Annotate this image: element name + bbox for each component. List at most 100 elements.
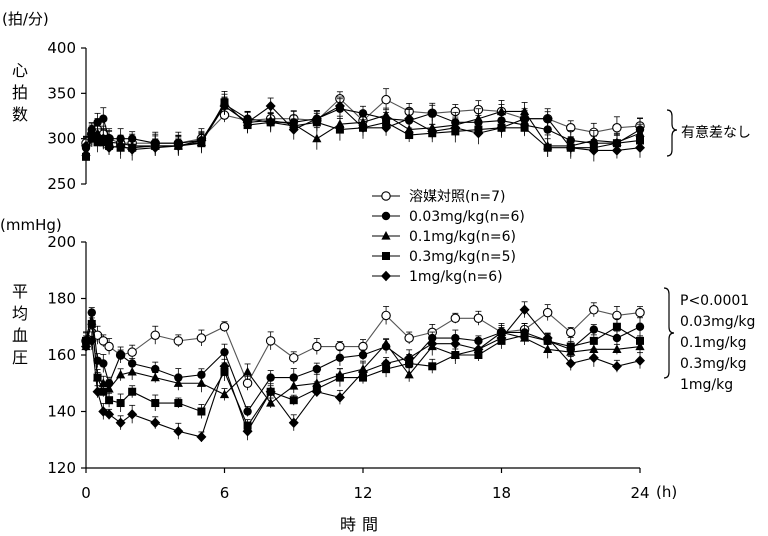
x-axis-unit: (h): [656, 483, 677, 501]
data-point: [473, 128, 484, 139]
data-point: [334, 100, 345, 112]
legend-label: 溶媒対照(n=7): [409, 189, 505, 205]
data-point: [288, 417, 299, 428]
data-point: [81, 341, 91, 352]
data-point: [334, 392, 345, 403]
data-point: [93, 373, 102, 382]
data-point: [428, 109, 437, 118]
y-tick-label: 400: [47, 39, 76, 57]
data-point: [98, 336, 109, 346]
legend-item: 1mg/kg(n=6): [372, 269, 503, 285]
data-point: [612, 333, 622, 343]
x-tick-label: 6: [220, 484, 230, 502]
data-point: [87, 308, 96, 317]
data-point: [219, 389, 230, 399]
heart-rate-panel: 250 300 350 400: [47, 39, 645, 193]
bp-unit-label: (mmHg): [0, 216, 62, 234]
data-point: [358, 122, 368, 133]
x-tick-label: 0: [81, 484, 91, 502]
data-point: [196, 378, 207, 387]
x-tick-label: 24: [630, 484, 649, 502]
legend-marker: [381, 231, 391, 240]
y-tick-label: 120: [47, 459, 76, 477]
y-tick-label: 300: [47, 130, 76, 148]
data-point: [99, 359, 108, 368]
data-point: [381, 94, 391, 105]
data-point: [543, 344, 553, 353]
data-point: [404, 113, 415, 124]
data-point: [635, 128, 645, 137]
legend-marker: [381, 270, 391, 282]
data-point: [566, 342, 575, 351]
data-point: [174, 399, 183, 408]
data-point: [635, 142, 645, 153]
y-tick-label: 350: [47, 84, 76, 102]
x-tick-label: 18: [492, 484, 511, 502]
data-point: [428, 362, 437, 371]
legend-label: 1mg/kg(n=6): [409, 269, 503, 285]
data-point: [220, 347, 229, 357]
hr-axis-title: 心拍数: [12, 61, 28, 124]
data-point: [242, 426, 253, 437]
data-point: [150, 417, 161, 428]
data-point: [266, 118, 275, 127]
data-point: [289, 373, 298, 382]
data-point: [173, 378, 183, 387]
data-point: [116, 350, 125, 360]
y-tick-label: 250: [47, 175, 76, 193]
data-point: [127, 366, 137, 376]
bp-annotation-line: 0.03mg/kg: [680, 314, 755, 330]
data-point: [450, 122, 461, 133]
data-point: [335, 353, 345, 363]
data-point: [635, 355, 645, 366]
data-point: [127, 347, 137, 357]
data-point: [542, 332, 553, 344]
legend-label: 0.3mg/kg(n=5): [409, 249, 516, 265]
data-point: [612, 322, 621, 331]
legend: 溶媒対照(n=7) 0.03mg/kg(n=6) 0.1mg/kg(n=6) 0.3m…: [372, 189, 525, 285]
data-point: [151, 364, 160, 374]
data-point: [496, 106, 507, 116]
legend-item: 0.3mg/kg(n=5): [372, 249, 516, 265]
data-point: [542, 307, 553, 318]
data-point: [82, 152, 90, 161]
legend-item: 0.03mg/kg(n=6): [372, 209, 525, 225]
data-point: [565, 327, 576, 338]
hr-significance-text: 有意差なし: [681, 124, 751, 141]
data-point: [116, 399, 125, 408]
data-point: [427, 126, 438, 137]
data-point: [219, 361, 230, 372]
data-point: [196, 431, 207, 443]
data-point: [565, 358, 576, 369]
data-point: [450, 338, 461, 349]
data-point: [381, 358, 392, 369]
data-point: [381, 338, 391, 348]
data-point: [542, 113, 553, 124]
data-point: [589, 336, 598, 345]
data-point: [543, 143, 552, 152]
data-point: [242, 366, 253, 376]
data-point: [473, 313, 484, 324]
data-point: [243, 407, 252, 416]
hr-significance-bracket: [666, 109, 678, 157]
data-point: [150, 142, 161, 153]
data-point: [612, 344, 622, 353]
data-point: [520, 331, 529, 340]
data-point: [288, 353, 299, 363]
data-point: [115, 417, 126, 428]
data-point: [358, 350, 368, 360]
bp-annotation-line: 0.1mg/kg: [680, 335, 747, 351]
series-2: [81, 312, 645, 409]
bp-annotation-line: 1mg/kg: [680, 377, 733, 393]
data-point: [127, 359, 137, 368]
data-point: [173, 426, 184, 437]
data-point: [87, 319, 96, 328]
data-point: [289, 396, 298, 405]
y-tick-label: 160: [47, 346, 76, 364]
data-point: [519, 113, 530, 124]
legend-marker: [382, 252, 390, 260]
data-point: [519, 304, 530, 315]
y-tick-label: 200: [47, 233, 76, 251]
data-point: [473, 344, 484, 355]
data-point: [99, 387, 108, 396]
